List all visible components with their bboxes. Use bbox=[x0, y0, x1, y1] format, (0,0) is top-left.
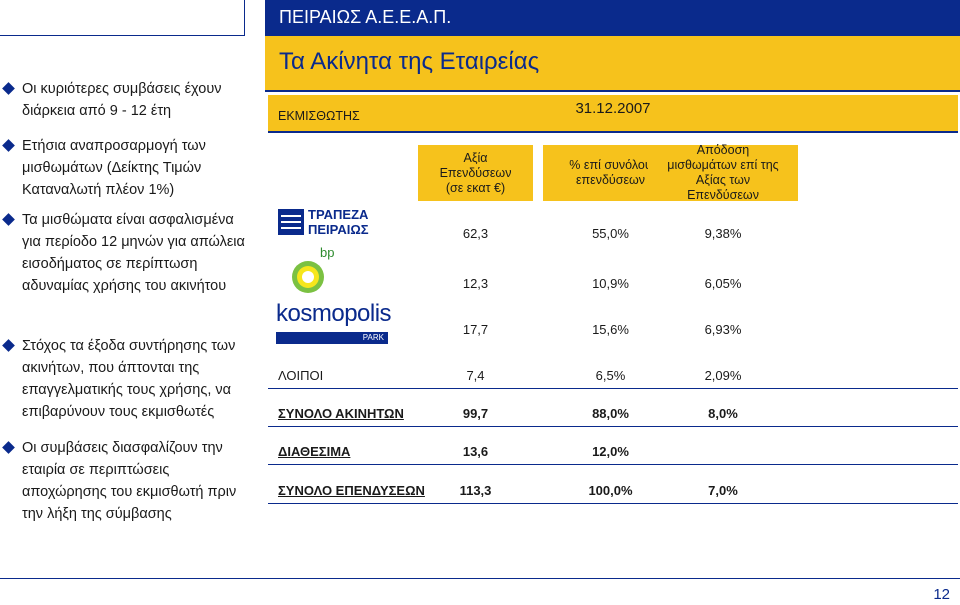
diamond-bullet-icon bbox=[2, 339, 15, 352]
kosmopolis-logo: kosmopolis PARK bbox=[276, 300, 392, 346]
bp-helios-icon bbox=[292, 261, 324, 293]
row-percent: 6,5% bbox=[595, 368, 626, 383]
col-header-line: Επενδύσεων bbox=[687, 188, 759, 202]
bank-name-line2: ΠΕΙΡΑΙΩΣ bbox=[308, 222, 369, 237]
row-yield: 8,0% bbox=[708, 406, 738, 421]
table-top-rule bbox=[268, 131, 958, 133]
col-header-line: Απόδοση bbox=[696, 143, 750, 157]
page-title: Τα Ακίνητα της Εταιρείας bbox=[279, 48, 540, 75]
park-label: PARK bbox=[362, 333, 384, 342]
row-yield: 6,93% bbox=[704, 322, 742, 337]
diamond-bullet-icon bbox=[2, 139, 15, 152]
row-yield: 2,09% bbox=[704, 368, 742, 383]
bullet-item: Τα μισθώματα είναι ασφαλισμένα για περίο… bbox=[2, 209, 254, 297]
table-row: ΛΟΙΠΟΙ 7,4 6,5% 2,09% bbox=[268, 365, 958, 389]
diamond-bullet-icon bbox=[2, 213, 15, 226]
table-row: ΔΙΑΘΕΣΙΜΑ 13,6 12,0% bbox=[268, 441, 958, 465]
row-yield: 6,05% bbox=[704, 276, 742, 291]
company-name: ΠΕΙΡΑΙΩΣ Α.Ε.Ε.Α.Π. bbox=[279, 7, 452, 27]
row-value: 17,7 bbox=[462, 322, 489, 337]
col-header-line: επενδύσεων bbox=[575, 173, 646, 187]
row-label: ΣΥΝΟΛΟ ΕΠΕΝΔΥΣΕΩΝ bbox=[278, 483, 425, 498]
bullet-item: Στόχος τα έξοδα συντήρησης των ακινήτων,… bbox=[2, 335, 254, 423]
bank-name-line1: ΤΡΑΠΕΖΑ bbox=[308, 207, 369, 222]
bullet-item: Οι κυριότερες συμβάσεις έχουν διάρκεια α… bbox=[2, 78, 254, 122]
table-row: ΣΥΝΟΛΟ ΕΠΕΝΔΥΣΕΩΝ 113,3 100,0% 7,0% bbox=[268, 480, 958, 504]
row-label: ΔΙΑΘΕΣΙΜΑ bbox=[278, 444, 351, 459]
diamond-bullet-icon bbox=[2, 441, 15, 454]
col-header-line: Αξία bbox=[463, 150, 488, 165]
kosmopolis-text: kosmopolis bbox=[276, 300, 392, 327]
row-separator bbox=[268, 388, 958, 389]
bullet-text: Τα μισθώματα είναι ασφαλισμένα για περίο… bbox=[22, 212, 245, 294]
col-header-line: μισθωμάτων επί της bbox=[667, 158, 779, 172]
row-value: 99,7 bbox=[462, 406, 489, 421]
row-yield: 9,38% bbox=[704, 226, 742, 241]
row-percent: 100,0% bbox=[588, 483, 633, 498]
table-row: ΣΥΝΟΛΟ ΑΚΙΝΗΤΩΝ 99,7 88,0% 8,0% bbox=[268, 403, 958, 427]
bp-logo: bp bbox=[286, 245, 346, 295]
bp-text: bp bbox=[320, 245, 335, 260]
bullet-item: Ετήσια αναπροσαρμογή των μισθωμάτων (Δεί… bbox=[2, 135, 254, 201]
row-separator bbox=[268, 503, 958, 504]
footer-divider bbox=[0, 578, 960, 579]
header-company-bar: ΠΕΙΡΑΙΩΣ Α.Ε.Ε.Α.Π. bbox=[265, 0, 960, 36]
page-number: 12 bbox=[933, 586, 950, 603]
row-label: ΛΟΙΠΟΙ bbox=[278, 368, 324, 383]
row-percent: 55,0% bbox=[592, 226, 629, 241]
bullet-text: Στόχος τα έξοδα συντήρησης των ακινήτων,… bbox=[22, 338, 236, 420]
lessee-header: ΕΚΜΙΣΘΩΤΗΣ bbox=[278, 109, 360, 123]
bullet-text: Οι συμβάσεις διασφαλίζουν την εταιρία σε… bbox=[22, 440, 237, 522]
row-percent: 12,0% bbox=[592, 444, 629, 459]
col-header-line: (σε εκατ €) bbox=[445, 180, 506, 195]
investment-table: ΕΚΜΙΣΘΩΤΗΣ 31.12.2007 Αξία Επενδύσεων (σ… bbox=[268, 95, 960, 515]
row-value: 12,3 bbox=[462, 276, 489, 291]
date-header: 31.12.2007 bbox=[575, 100, 651, 117]
row-yield: 7,0% bbox=[708, 483, 738, 498]
table-row: 62,3 55,0% 9,38% bbox=[268, 223, 958, 245]
piraeus-bank-logo: ΤΡΑΠΕΖΑ ΠΕΙΡΑΙΩΣ bbox=[278, 207, 369, 237]
header-divider bbox=[265, 90, 960, 92]
row-value: 7,4 bbox=[466, 368, 485, 383]
col-header-line: Αξίας των bbox=[695, 173, 751, 187]
row-percent: 88,0% bbox=[592, 406, 629, 421]
row-value: 62,3 bbox=[462, 226, 489, 241]
piraeus-bank-icon bbox=[278, 209, 304, 235]
row-percent: 10,9% bbox=[592, 276, 629, 291]
kosmopolis-park-bar: PARK bbox=[276, 332, 388, 344]
date-header-cell: 31.12.2007 bbox=[548, 95, 958, 131]
row-label: ΣΥΝΟΛΟ ΑΚΙΝΗΤΩΝ bbox=[278, 406, 404, 421]
row-separator bbox=[268, 426, 958, 427]
row-separator bbox=[268, 464, 958, 465]
header-frame bbox=[0, 0, 245, 36]
row-value: 113,3 bbox=[459, 483, 492, 498]
bullet-item: Οι συμβάσεις διασφαλίζουν την εταιρία σε… bbox=[2, 437, 254, 525]
header-title-bar: Τα Ακίνητα της Εταιρείας bbox=[265, 36, 960, 90]
bullet-text: Οι κυριότερες συμβάσεις έχουν διάρκεια α… bbox=[22, 81, 222, 119]
row-value: 13,6 bbox=[462, 444, 489, 459]
lessee-header-cell: ΕΚΜΙΣΘΩΤΗΣ bbox=[268, 95, 548, 131]
row-percent: 15,6% bbox=[592, 322, 629, 337]
diamond-bullet-icon bbox=[2, 82, 15, 95]
bullet-text: Ετήσια αναπροσαρμογή των μισθωμάτων (Δεί… bbox=[22, 138, 206, 198]
yield-column-header: Απόδοση μισθωμάτων επί της Αξίας των Επε… bbox=[648, 143, 798, 202]
table-row: 12,3 10,9% 6,05% bbox=[268, 273, 958, 295]
table-row: 17,7 15,6% 6,93% bbox=[268, 319, 958, 341]
value-column-header: Αξία Επενδύσεων (σε εκατ €) bbox=[418, 145, 533, 201]
col-header-line: Επενδύσεων bbox=[439, 165, 512, 180]
col-header-line: % επί συνόλου bbox=[569, 158, 652, 172]
